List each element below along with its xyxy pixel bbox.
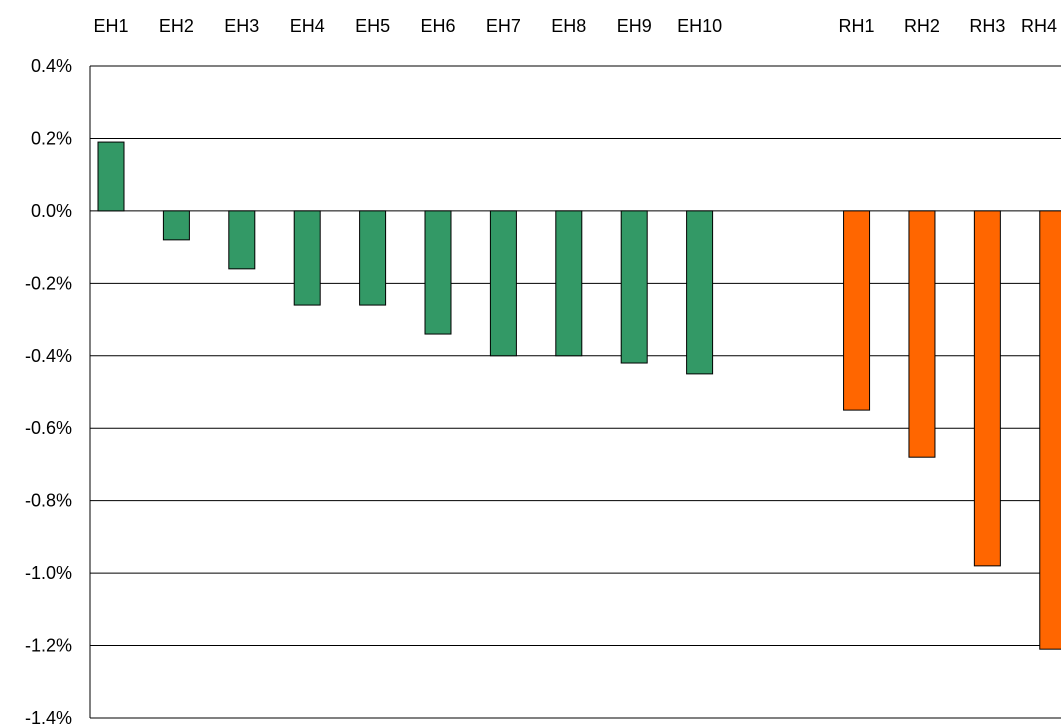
category-label-eh5: EH5 bbox=[355, 16, 390, 36]
bar-eh7 bbox=[489, 210, 517, 357]
category-label-rh2: RH2 bbox=[904, 16, 940, 36]
bars bbox=[97, 141, 1061, 650]
bar-eh4 bbox=[293, 210, 321, 306]
y-tick-label: 0.2% bbox=[31, 128, 72, 148]
category-label-eh4: EH4 bbox=[290, 16, 325, 36]
category-label-eh9: EH9 bbox=[617, 16, 652, 36]
y-tick-label: -1.2% bbox=[25, 636, 72, 656]
category-label-rh4: RH4 bbox=[1021, 16, 1057, 36]
y-tick-label: 0.0% bbox=[31, 201, 72, 221]
bar-eh6 bbox=[424, 210, 452, 335]
y-tick-label: -0.4% bbox=[25, 346, 72, 366]
category-label-eh2: EH2 bbox=[159, 16, 194, 36]
bar-rh4 bbox=[1039, 210, 1061, 650]
bar-eh3 bbox=[228, 210, 256, 270]
bar-eh2 bbox=[162, 210, 190, 241]
bar-eh9 bbox=[620, 210, 648, 364]
bar-eh10 bbox=[686, 210, 714, 375]
y-tick-label: 0.4% bbox=[31, 56, 72, 76]
category-label-eh8: EH8 bbox=[551, 16, 586, 36]
category-label-eh1: EH1 bbox=[93, 16, 128, 36]
category-label-eh7: EH7 bbox=[486, 16, 521, 36]
category-label-eh10: EH10 bbox=[677, 16, 722, 36]
bar-rh2 bbox=[908, 210, 936, 458]
y-tick-label: -1.0% bbox=[25, 563, 72, 583]
bar-eh8 bbox=[555, 210, 583, 357]
category-label-rh1: RH1 bbox=[839, 16, 875, 36]
bar-rh3 bbox=[973, 210, 1001, 567]
bar-eh5 bbox=[359, 210, 387, 306]
y-tick-label: -1.4% bbox=[25, 708, 72, 725]
category-labels: EH1 EH2 EH3 EH4 EH5 EH6 EH7 EH8 EH9 EH10 RH1 RH2 RH3… bbox=[93, 16, 1057, 36]
bar-eh1 bbox=[97, 141, 125, 212]
category-label-eh3: EH3 bbox=[224, 16, 259, 36]
y-tick-label: -0.8% bbox=[25, 491, 72, 511]
y-tick-label: -0.6% bbox=[25, 418, 72, 438]
y-tick-labels: 0.4% 0.2% 0.0% -0.2% -0.4% -0.6% -0.8% -1.0% -1.… bbox=[25, 56, 72, 725]
y-tick-label: -0.2% bbox=[25, 273, 72, 293]
category-label-rh3: RH3 bbox=[969, 16, 1005, 36]
bar-rh1 bbox=[843, 210, 871, 411]
category-label-eh6: EH6 bbox=[420, 16, 455, 36]
